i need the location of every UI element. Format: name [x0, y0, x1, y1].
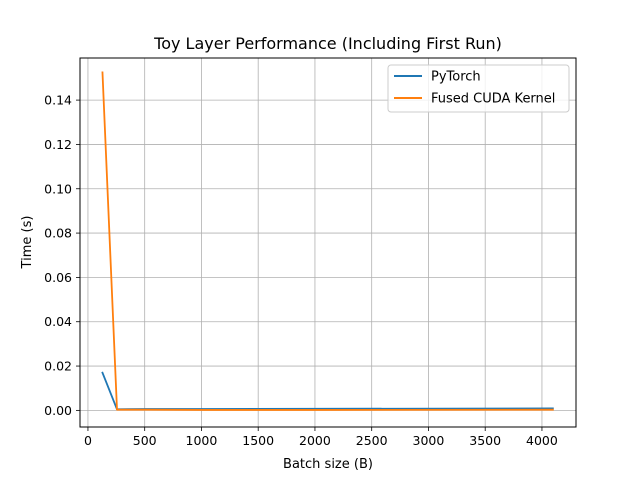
legend: PyTorch Fused CUDA Kernel — [387, 64, 570, 113]
y-tick-label: 0.02 — [44, 359, 72, 374]
legend-label-pytorch: PyTorch — [431, 70, 481, 85]
x-tick-label: 3000 — [413, 433, 445, 448]
x-tick-label: 2000 — [299, 433, 331, 448]
y-axis-label: Time (s) — [20, 216, 35, 270]
y-tick-label: 0.04 — [44, 314, 72, 329]
y-axis-ticks: 0.00 0.02 0.04 0.06 0.08 0.10 0.12 0.14 — [44, 93, 80, 418]
chart-title: Toy Layer Performance (Including First R… — [153, 34, 502, 53]
series-line-fused-cuda — [101, 71, 554, 411]
plot-frame — [79, 57, 577, 428]
y-tick-label: 0.06 — [44, 270, 72, 285]
x-axis-ticks: 0 500 1000 1500 2000 2500 3000 3500 4000 — [84, 427, 558, 448]
series-lines — [101, 71, 554, 411]
x-tick-label: 500 — [133, 433, 157, 448]
x-tick-label: 3500 — [469, 433, 501, 448]
x-tick-label: 0 — [84, 433, 92, 448]
legend-box — [387, 64, 570, 113]
y-tick-label: 0.14 — [44, 93, 72, 108]
x-tick-label: 2500 — [356, 433, 388, 448]
x-tick-label: 4000 — [526, 433, 558, 448]
y-tick-label: 0.00 — [44, 403, 72, 418]
x-tick-label: 1000 — [186, 433, 218, 448]
x-tick-label: 1500 — [242, 433, 274, 448]
x-axis-label: Batch size (B) — [283, 457, 373, 472]
y-tick-label: 0.08 — [44, 226, 72, 241]
y-tick-label: 0.10 — [44, 181, 72, 196]
legend-label-fused-cuda: Fused CUDA Kernel — [431, 92, 555, 107]
grid — [80, 58, 576, 427]
y-tick-label: 0.12 — [44, 137, 72, 152]
